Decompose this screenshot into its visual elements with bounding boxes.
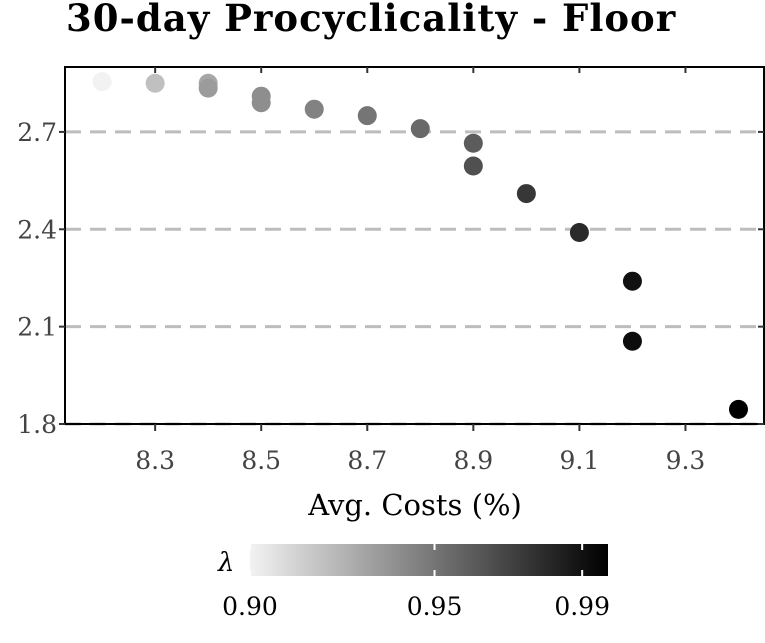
y-tick-label: 2.7 — [17, 118, 57, 147]
data-point-11 — [516, 184, 536, 204]
data-point-14 — [622, 331, 642, 351]
chart-title: 30-day Procyclicality - Floor — [66, 0, 676, 40]
y-tick-label: 1.8 — [17, 410, 57, 439]
y-axis-ticks: 1.8 2.1 2.4 2.7 — [17, 118, 764, 439]
colorbar-legend: λ 0.90 0.95 0.99 — [217, 544, 610, 621]
data-point-13 — [622, 271, 642, 291]
data-point-1 — [145, 73, 165, 93]
data-point-7 — [357, 106, 377, 126]
plot-frame — [64, 66, 765, 425]
data-point-3 — [198, 78, 218, 98]
colorbar-ticks: 0.90 0.95 0.99 — [222, 544, 610, 621]
x-axis-label: Avg. Costs (%) — [307, 488, 522, 522]
colorbar-tick-label: 0.95 — [407, 592, 463, 621]
x-tick-label: 9.1 — [560, 446, 600, 475]
colorbar-tick-label: 0.99 — [554, 592, 610, 621]
data-point-8 — [410, 119, 430, 139]
data-point-9 — [463, 133, 483, 153]
data-point-12 — [569, 223, 589, 243]
data-point-10 — [463, 156, 483, 176]
gridlines — [65, 130, 765, 426]
x-tick-label: 9.3 — [666, 446, 706, 475]
colorbar-tick-label: 0.90 — [222, 592, 278, 621]
x-tick-label: 8.7 — [347, 446, 387, 475]
x-tick-label: 8.9 — [453, 446, 493, 475]
y-tick-label: 2.1 — [17, 313, 57, 342]
data-point-6 — [304, 99, 324, 119]
x-tick-label: 8.3 — [135, 446, 175, 475]
colorbar — [250, 544, 608, 576]
x-axis-ticks: 8.3 8.5 8.7 8.9 9.1 9.3 — [135, 67, 705, 475]
y-tick-label: 2.4 — [17, 215, 57, 244]
data-points — [92, 72, 748, 419]
data-point-0 — [92, 72, 112, 92]
data-point-15 — [728, 399, 748, 419]
data-point-5 — [251, 93, 271, 113]
x-tick-label: 8.5 — [241, 446, 281, 475]
legend-title: λ — [217, 548, 234, 578]
